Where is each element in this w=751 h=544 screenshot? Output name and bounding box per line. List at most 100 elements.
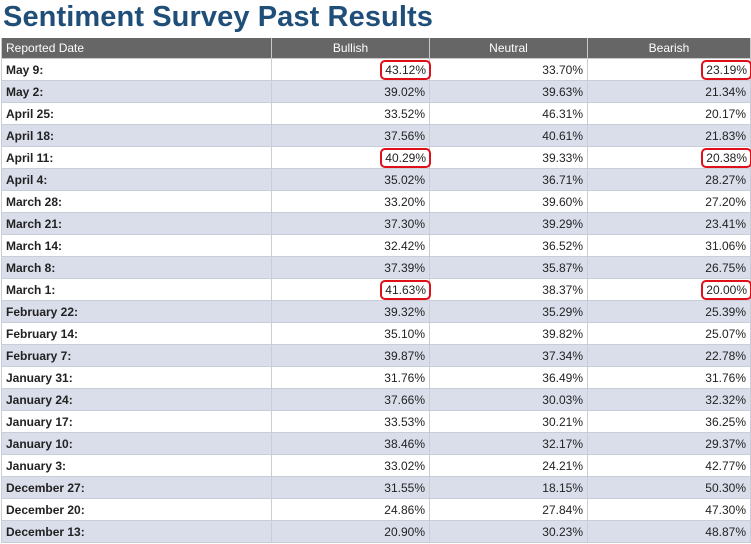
bearish-cell: 20.00% — [587, 278, 751, 301]
bearish-cell: 23.41% — [587, 212, 751, 235]
reported-date-cell: March 1: — [1, 278, 272, 301]
reported-date-cell: January 17: — [1, 410, 272, 433]
table-row: April 11: 40.29% 39.33% 20.38% — [1, 146, 751, 169]
reported-date-cell: April 18: — [1, 124, 272, 147]
table-header: Reported Date Bullish Neutral Bearish — [1, 38, 751, 59]
bearish-cell: 47.30% — [587, 498, 751, 521]
bearish-cell: 20.17% — [587, 102, 751, 125]
highlight-circle: 23.19% — [701, 59, 751, 80]
reported-date-cell: January 31: — [1, 366, 272, 389]
bullish-cell: 33.20% — [271, 190, 430, 213]
neutral-cell: 27.84% — [429, 498, 588, 521]
reported-date-cell: January 24: — [1, 388, 272, 411]
reported-date-cell: May 9: — [1, 58, 272, 81]
neutral-cell: 35.29% — [429, 300, 588, 323]
bullish-cell: 41.63% — [271, 278, 431, 301]
bullish-cell: 37.39% — [271, 256, 430, 279]
reported-date-cell: April 25: — [1, 102, 272, 125]
neutral-cell: 37.34% — [429, 344, 588, 367]
reported-date-cell: December 27: — [1, 476, 272, 499]
bearish-cell: 31.76% — [587, 366, 751, 389]
sentiment-results-table: Reported Date Bullish Neutral Bearish Ma… — [1, 38, 751, 543]
table-row: December 13: 20.90% 30.23% 48.87% — [1, 520, 751, 543]
column-header-bullish: Bullish — [271, 38, 430, 59]
bearish-cell: 21.34% — [587, 80, 751, 103]
neutral-cell: 33.70% — [429, 58, 588, 81]
highlight-circle: 40.29% — [380, 147, 431, 168]
table-row: May 9: 43.12% 33.70% 23.19% — [1, 58, 751, 81]
bullish-cell: 35.02% — [271, 168, 430, 191]
table-row: December 20: 24.86% 27.84% 47.30% — [1, 498, 751, 521]
bearish-cell: 29.37% — [587, 432, 751, 455]
bullish-cell: 33.52% — [271, 102, 430, 125]
neutral-cell: 35.87% — [429, 256, 588, 279]
bullish-cell: 43.12% — [271, 58, 431, 81]
neutral-cell: 32.17% — [429, 432, 588, 455]
bearish-cell: 48.87% — [587, 520, 751, 543]
bearish-cell: 26.75% — [587, 256, 751, 279]
bearish-cell: 25.39% — [587, 300, 751, 323]
bullish-cell: 37.66% — [271, 388, 430, 411]
highlight-circle: 20.00% — [701, 279, 751, 300]
bearish-cell: 20.38% — [587, 146, 751, 169]
reported-date-cell: May 2: — [1, 80, 272, 103]
bullish-cell: 40.29% — [271, 146, 431, 169]
bullish-cell: 37.30% — [271, 212, 430, 235]
reported-date-cell: December 13: — [1, 520, 272, 543]
neutral-cell: 36.49% — [429, 366, 588, 389]
bullish-cell: 31.55% — [271, 476, 430, 499]
neutral-cell: 30.21% — [429, 410, 588, 433]
table-row: February 14: 35.10% 39.82% 25.07% — [1, 322, 751, 345]
column-header-neutral: Neutral — [429, 38, 588, 59]
bullish-cell: 32.42% — [271, 234, 430, 257]
reported-date-cell: April 4: — [1, 168, 272, 191]
bullish-cell: 38.46% — [271, 432, 430, 455]
table-body: May 9: 43.12% 33.70% 23.19% May 2: 39.02% 39.6… — [1, 58, 751, 543]
reported-date-cell: January 10: — [1, 432, 272, 455]
table-row: February 22: 39.32% 35.29% 25.39% — [1, 300, 751, 323]
table-row: May 2: 39.02% 39.63% 21.34% — [1, 80, 751, 103]
neutral-cell: 30.23% — [429, 520, 588, 543]
table-row: January 24: 37.66% 30.03% 32.32% — [1, 388, 751, 411]
bearish-cell: 28.27% — [587, 168, 751, 191]
column-header-reported-date: Reported Date — [1, 38, 272, 59]
bearish-cell: 32.32% — [587, 388, 751, 411]
bearish-cell: 25.07% — [587, 322, 751, 345]
reported-date-cell: March 21: — [1, 212, 272, 235]
neutral-cell: 39.60% — [429, 190, 588, 213]
table-row: March 1: 41.63% 38.37% 20.00% — [1, 278, 751, 301]
table-row: January 31: 31.76% 36.49% 31.76% — [1, 366, 751, 389]
table-row: April 4: 35.02% 36.71% 28.27% — [1, 168, 751, 191]
header-row: Reported Date Bullish Neutral Bearish — [1, 38, 751, 59]
table-row: December 27: 31.55% 18.15% 50.30% — [1, 476, 751, 499]
reported-date-cell: February 14: — [1, 322, 272, 345]
bullish-cell: 35.10% — [271, 322, 430, 345]
bearish-cell: 36.25% — [587, 410, 751, 433]
reported-date-cell: February 22: — [1, 300, 272, 323]
bullish-cell: 24.86% — [271, 498, 430, 521]
table-row: March 28: 33.20% 39.60% 27.20% — [1, 190, 751, 213]
neutral-cell: 39.29% — [429, 212, 588, 235]
table-row: March 21: 37.30% 39.29% 23.41% — [1, 212, 751, 235]
highlight-circle: 43.12% — [380, 59, 431, 80]
table-row: April 25: 33.52% 46.31% 20.17% — [1, 102, 751, 125]
neutral-cell: 36.52% — [429, 234, 588, 257]
bearish-cell: 22.78% — [587, 344, 751, 367]
table-row: March 14: 32.42% 36.52% 31.06% — [1, 234, 751, 257]
reported-date-cell: March 8: — [1, 256, 272, 279]
neutral-cell: 39.33% — [429, 146, 588, 169]
table-row: January 10: 38.46% 32.17% 29.37% — [1, 432, 751, 455]
neutral-cell: 40.61% — [429, 124, 588, 147]
neutral-cell: 30.03% — [429, 388, 588, 411]
table-row: January 3: 33.02% 24.21% 42.77% — [1, 454, 751, 477]
column-header-bearish: Bearish — [587, 38, 751, 59]
reported-date-cell: April 11: — [1, 146, 272, 169]
table-row: January 17: 33.53% 30.21% 36.25% — [1, 410, 751, 433]
bearish-cell: 50.30% — [587, 476, 751, 499]
bullish-cell: 20.90% — [271, 520, 430, 543]
bullish-cell: 39.02% — [271, 80, 430, 103]
reported-date-cell: December 20: — [1, 498, 272, 521]
bearish-cell: 21.83% — [587, 124, 751, 147]
bearish-cell: 31.06% — [587, 234, 751, 257]
table-row: April 18: 37.56% 40.61% 21.83% — [1, 124, 751, 147]
